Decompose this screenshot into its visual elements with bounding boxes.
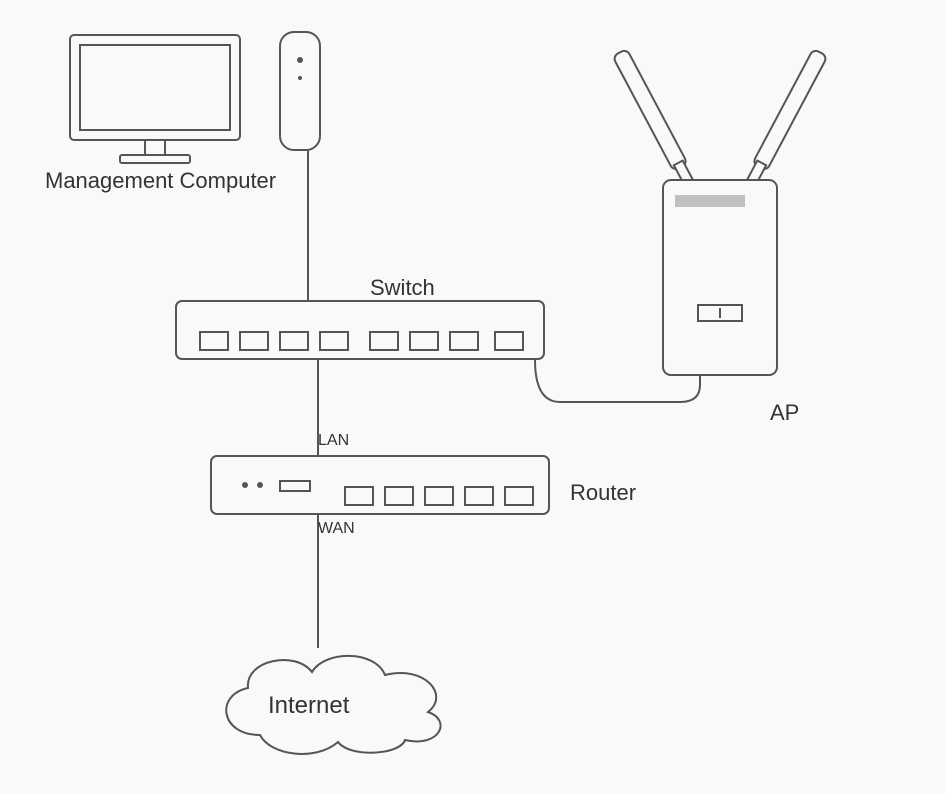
label-internet: Internet: [268, 692, 349, 720]
router-icon: [210, 455, 550, 515]
label-lan: LAN: [318, 432, 349, 450]
label-wan: WAN: [318, 520, 355, 538]
label-router: Router: [570, 480, 636, 506]
switch-icon: [175, 300, 545, 360]
monitor-icon: [65, 30, 245, 170]
label-ap: AP: [770, 400, 799, 426]
network-diagram: Management Computer Switch AP Router LAN…: [0, 0, 946, 794]
pc-tower-icon: [270, 30, 330, 155]
label-switch: Switch: [370, 275, 435, 301]
access-point-icon: [560, 30, 870, 390]
label-management-computer: Management Computer: [45, 168, 276, 194]
